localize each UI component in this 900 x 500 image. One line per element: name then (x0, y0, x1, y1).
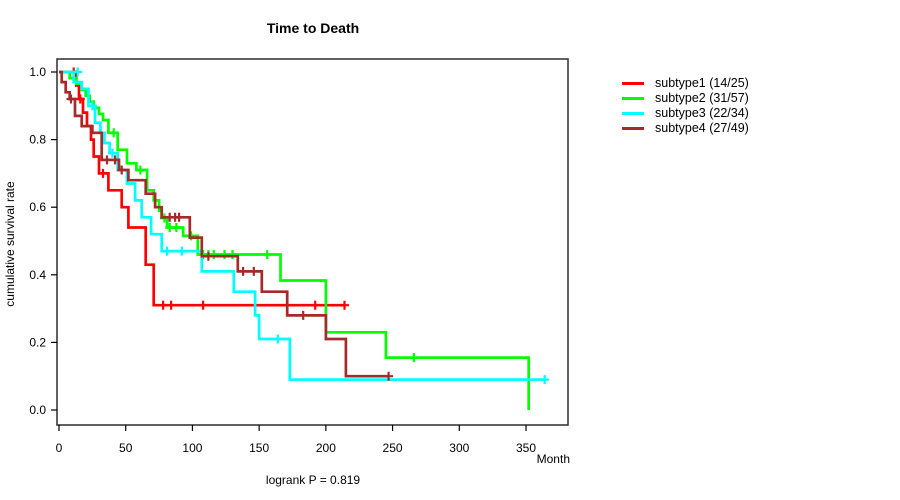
x-axis-label: Month (537, 452, 570, 466)
logrank-note: logrank P = 0.819 (266, 473, 361, 487)
legend: subtype1 (14/25) subtype2 (31/57) subtyp… (622, 77, 749, 134)
survival-curves (59, 67, 550, 410)
y-tick-label: 0.8 (29, 133, 46, 147)
km-curve-2 (59, 70, 531, 410)
censor-marks-1 (69, 67, 349, 310)
km-curve-3 (59, 70, 545, 381)
axis-ticks: 0 50 100 150 200 250 300 350 0.0 0.2 0.4 0.6 0.8 1.0 (29, 65, 536, 455)
legend-line-subtype2 (622, 96, 644, 100)
y-tick-label: 0.0 (29, 403, 46, 417)
x-tick-label: 350 (516, 441, 536, 455)
legend-item-subtype1: subtype1 (14/25) (622, 77, 749, 89)
x-tick-label: 50 (119, 441, 133, 455)
censor-marks-4 (66, 94, 394, 381)
x-tick-label: 200 (316, 441, 336, 455)
y-tick-label: 0.2 (29, 335, 46, 349)
x-tick-label: 250 (383, 441, 403, 455)
x-tick-label: 0 (56, 441, 63, 455)
km-curve-4 (59, 70, 389, 378)
legend-line-subtype3 (622, 111, 644, 115)
legend-item-subtype2: subtype2 (31/57) (622, 92, 749, 104)
censor-marks-3 (73, 67, 550, 385)
legend-label-subtype2: subtype2 (31/57) (655, 91, 749, 105)
y-tick-label: 0.4 (29, 268, 46, 282)
censor-marks-2 (109, 128, 419, 363)
legend-label-subtype1: subtype1 (14/25) (655, 76, 749, 90)
y-tick-label: 0.6 (29, 200, 46, 214)
x-tick-label: 300 (449, 441, 469, 455)
legend-line-subtype4 (622, 126, 644, 130)
chart-title: Time to Death (267, 20, 359, 36)
legend-label-subtype4: subtype4 (27/49) (655, 121, 749, 135)
plot-box (56, 58, 569, 426)
y-axis-label: cumulative survival rate (3, 181, 17, 307)
x-tick-label: 100 (182, 441, 202, 455)
y-tick-label: 1.0 (29, 65, 46, 79)
legend-item-subtype3: subtype3 (22/34) (622, 107, 749, 119)
legend-label-subtype3: subtype3 (22/34) (655, 106, 749, 120)
x-tick-label: 150 (249, 441, 269, 455)
legend-item-subtype4: subtype4 (27/49) (622, 122, 749, 134)
legend-line-subtype1 (622, 81, 644, 85)
